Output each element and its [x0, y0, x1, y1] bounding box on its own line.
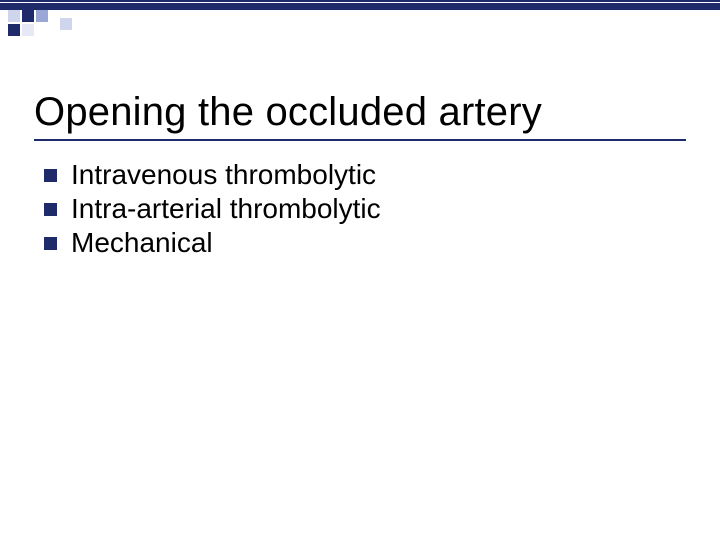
- decor-square: [22, 10, 34, 22]
- top-border-thick: [0, 3, 720, 10]
- square-bullet-icon: [44, 203, 57, 216]
- slide-title: Opening the occluded artery: [34, 90, 694, 135]
- decor-square: [8, 10, 20, 22]
- decor-square: [60, 18, 72, 30]
- list-item: Intra-arterial thrombolytic: [44, 193, 694, 225]
- slide-content: Opening the occluded artery Intravenous …: [34, 90, 694, 261]
- title-underline: [34, 139, 686, 141]
- list-item: Mechanical: [44, 227, 694, 259]
- bullet-list: Intravenous thrombolyticIntra-arterial t…: [44, 159, 694, 259]
- list-item-text: Intravenous thrombolytic: [71, 159, 376, 191]
- decor-square: [36, 10, 48, 22]
- square-bullet-icon: [44, 169, 57, 182]
- decor-square: [8, 24, 20, 36]
- header-decor: [0, 0, 720, 45]
- list-item: Intravenous thrombolytic: [44, 159, 694, 191]
- list-item-text: Mechanical: [71, 227, 213, 259]
- top-border-thin: [0, 0, 720, 2]
- decor-square: [22, 24, 34, 36]
- square-bullet-icon: [44, 237, 57, 250]
- list-item-text: Intra-arterial thrombolytic: [71, 193, 381, 225]
